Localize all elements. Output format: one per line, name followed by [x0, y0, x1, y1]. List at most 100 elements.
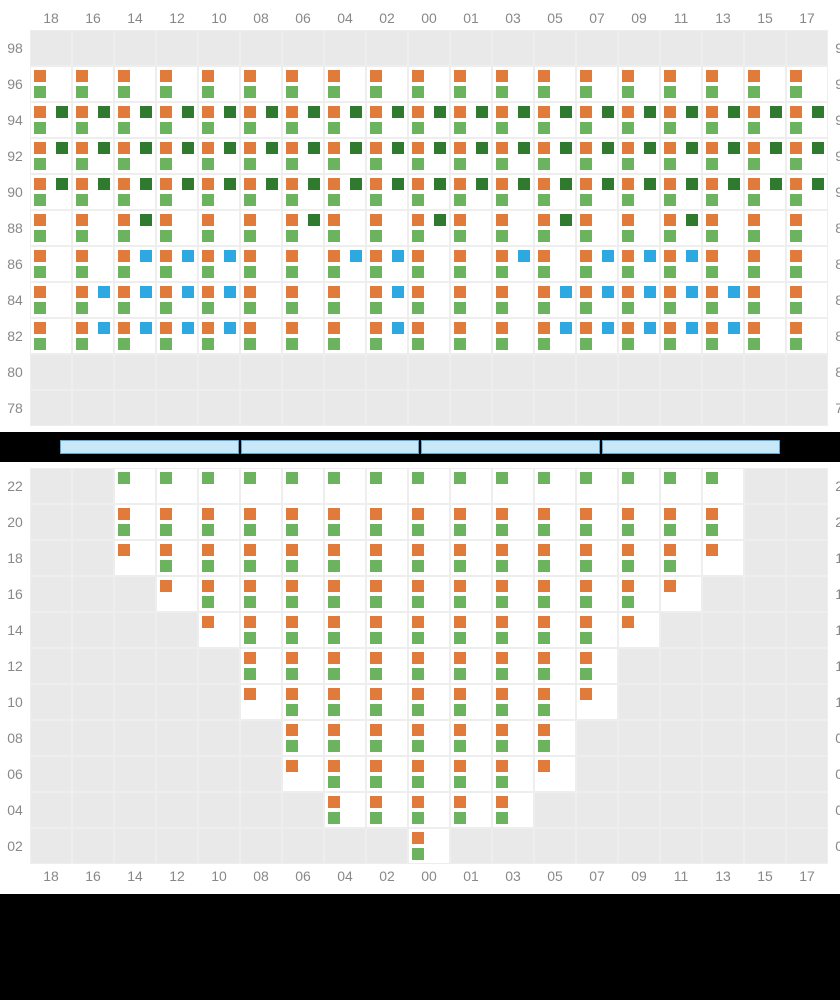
bay-cell[interactable]: [618, 684, 660, 720]
bay-cell[interactable]: [198, 576, 240, 612]
bay-cell[interactable]: [408, 792, 450, 828]
bay-cell[interactable]: [660, 246, 702, 282]
bay-cell[interactable]: [534, 756, 576, 792]
bay-cell[interactable]: [30, 318, 72, 354]
bay-cell[interactable]: [30, 282, 72, 318]
bay-cell[interactable]: [282, 174, 324, 210]
bay-cell[interactable]: [702, 828, 744, 864]
bay-cell[interactable]: [198, 540, 240, 576]
bay-cell[interactable]: [324, 648, 366, 684]
bay-cell[interactable]: [156, 576, 198, 612]
bay-cell[interactable]: [240, 246, 282, 282]
bay-cell[interactable]: [534, 720, 576, 756]
bay-cell[interactable]: [786, 828, 828, 864]
bay-cell[interactable]: [324, 468, 366, 504]
bay-cell[interactable]: [576, 282, 618, 318]
bay-cell[interactable]: [156, 210, 198, 246]
bay-cell[interactable]: [30, 540, 72, 576]
bay-cell[interactable]: [576, 792, 618, 828]
bay-cell[interactable]: [702, 246, 744, 282]
bay-cell[interactable]: [282, 720, 324, 756]
bay-cell[interactable]: [114, 282, 156, 318]
bay-cell[interactable]: [156, 684, 198, 720]
bay-cell[interactable]: [408, 30, 450, 66]
bay-cell[interactable]: [576, 720, 618, 756]
bay-cell[interactable]: [660, 684, 702, 720]
bay-cell[interactable]: [492, 318, 534, 354]
bay-cell[interactable]: [114, 504, 156, 540]
bay-cell[interactable]: [744, 648, 786, 684]
bay-cell[interactable]: [408, 102, 450, 138]
bay-cell[interactable]: [156, 30, 198, 66]
bay-cell[interactable]: [282, 354, 324, 390]
bay-cell[interactable]: [114, 468, 156, 504]
bay-cell[interactable]: [744, 318, 786, 354]
bay-cell[interactable]: [30, 246, 72, 282]
lane[interactable]: [421, 440, 600, 454]
bay-cell[interactable]: [324, 318, 366, 354]
bay-cell[interactable]: [450, 468, 492, 504]
bay-cell[interactable]: [324, 504, 366, 540]
bay-cell[interactable]: [408, 354, 450, 390]
bay-cell[interactable]: [618, 30, 660, 66]
bay-cell[interactable]: [72, 504, 114, 540]
bay-cell[interactable]: [660, 210, 702, 246]
bay-cell[interactable]: [198, 720, 240, 756]
bay-cell[interactable]: [702, 210, 744, 246]
bay-cell[interactable]: [534, 246, 576, 282]
bay-cell[interactable]: [408, 720, 450, 756]
bay-cell[interactable]: [240, 504, 282, 540]
bay-cell[interactable]: [408, 66, 450, 102]
bay-cell[interactable]: [282, 792, 324, 828]
bay-cell[interactable]: [534, 684, 576, 720]
bay-cell[interactable]: [114, 792, 156, 828]
bay-cell[interactable]: [618, 756, 660, 792]
bay-cell[interactable]: [72, 612, 114, 648]
bay-cell[interactable]: [30, 756, 72, 792]
bay-cell[interactable]: [72, 828, 114, 864]
lane[interactable]: [60, 440, 239, 454]
bay-cell[interactable]: [30, 174, 72, 210]
bay-cell[interactable]: [660, 468, 702, 504]
bay-cell[interactable]: [744, 792, 786, 828]
bay-cell[interactable]: [534, 540, 576, 576]
bay-cell[interactable]: [156, 540, 198, 576]
bay-cell[interactable]: [576, 576, 618, 612]
bay-cell[interactable]: [786, 66, 828, 102]
bay-cell[interactable]: [198, 30, 240, 66]
bay-cell[interactable]: [618, 66, 660, 102]
bay-cell[interactable]: [576, 540, 618, 576]
bay-cell[interactable]: [114, 174, 156, 210]
bay-cell[interactable]: [576, 756, 618, 792]
bay-cell[interactable]: [240, 612, 282, 648]
bay-cell[interactable]: [198, 102, 240, 138]
bay-cell[interactable]: [576, 468, 618, 504]
bay-cell[interactable]: [450, 648, 492, 684]
bay-cell[interactable]: [618, 282, 660, 318]
bay-cell[interactable]: [366, 828, 408, 864]
bay-cell[interactable]: [324, 792, 366, 828]
bay-cell[interactable]: [660, 390, 702, 426]
bay-cell[interactable]: [618, 468, 660, 504]
bay-cell[interactable]: [618, 612, 660, 648]
bay-cell[interactable]: [618, 504, 660, 540]
bay-cell[interactable]: [156, 246, 198, 282]
bay-cell[interactable]: [72, 756, 114, 792]
bay-cell[interactable]: [534, 282, 576, 318]
bay-cell[interactable]: [618, 354, 660, 390]
bay-cell[interactable]: [366, 318, 408, 354]
bay-cell[interactable]: [576, 318, 618, 354]
bay-cell[interactable]: [702, 540, 744, 576]
bay-cell[interactable]: [366, 66, 408, 102]
bay-cell[interactable]: [282, 684, 324, 720]
bay-cell[interactable]: [72, 174, 114, 210]
bay-cell[interactable]: [282, 66, 324, 102]
bay-cell[interactable]: [786, 354, 828, 390]
bay-cell[interactable]: [114, 354, 156, 390]
bay-cell[interactable]: [198, 828, 240, 864]
bay-cell[interactable]: [492, 828, 534, 864]
bay-cell[interactable]: [786, 576, 828, 612]
bay-cell[interactable]: [30, 648, 72, 684]
bay-cell[interactable]: [72, 720, 114, 756]
bay-cell[interactable]: [30, 720, 72, 756]
